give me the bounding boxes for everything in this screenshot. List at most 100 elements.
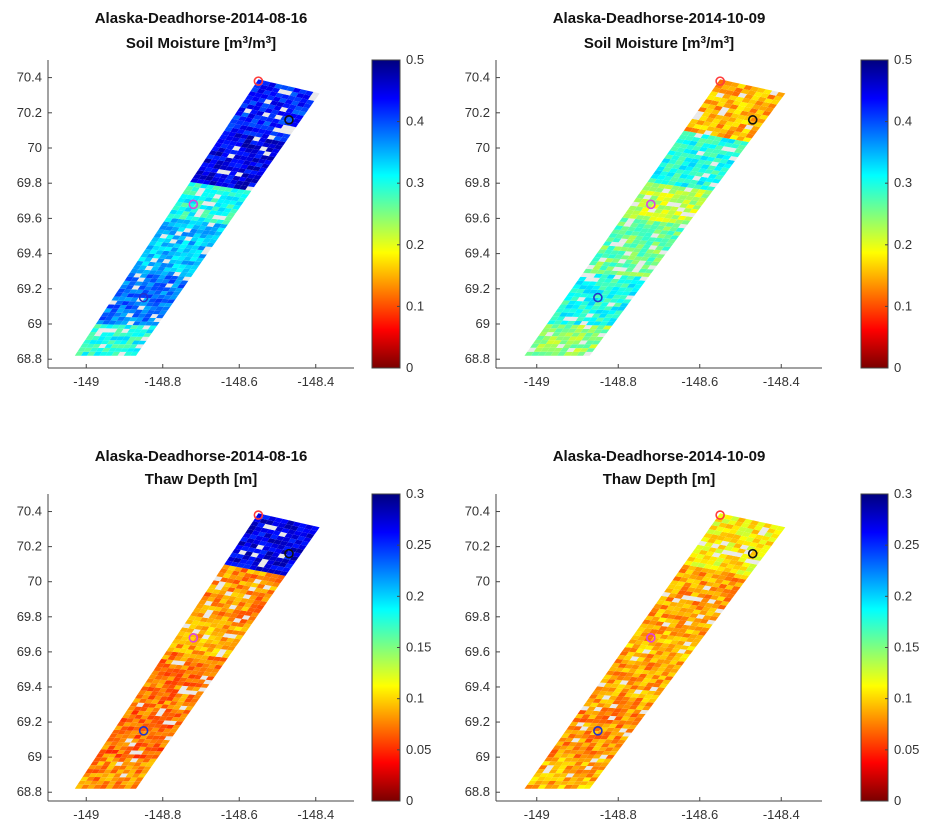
colorbar-tick-label: 0.3 bbox=[894, 175, 912, 190]
y-tick-label: 70 bbox=[28, 140, 42, 155]
y-tick-label: 70.4 bbox=[17, 504, 42, 519]
colorbar-tick-label: 0.4 bbox=[894, 114, 912, 129]
y-tick-label: 70.2 bbox=[465, 105, 490, 120]
y-tick-label: 69.4 bbox=[465, 679, 490, 694]
site-marker bbox=[188, 199, 199, 210]
panel-title: Alaska-Deadhorse-2014-10-09 bbox=[553, 10, 766, 27]
map-panel-2: Alaska-Deadhorse-2014-10-09 Soil Moisture… bbox=[465, 10, 912, 389]
colorbar-tick-label: 0.5 bbox=[894, 52, 912, 67]
x-tick-label: -148.8 bbox=[144, 374, 181, 389]
colorbar-tick-label: 0.1 bbox=[894, 298, 912, 313]
y-tick-label: 69.4 bbox=[465, 246, 490, 261]
colorbar-tick-label: 0.2 bbox=[406, 237, 424, 252]
colorbar-tick-label: 0.2 bbox=[894, 237, 912, 252]
y-tick-label: 69.8 bbox=[17, 175, 42, 190]
y-tick-label: 69.6 bbox=[465, 644, 490, 659]
y-tick-label: 69.4 bbox=[17, 246, 42, 261]
x-tick-label: -148.8 bbox=[144, 807, 181, 822]
y-tick-label: 69.6 bbox=[465, 210, 490, 225]
y-tick-label: 70.4 bbox=[17, 70, 42, 85]
swath-raster bbox=[524, 513, 786, 789]
y-tick-label: 69 bbox=[476, 316, 490, 331]
site-marker bbox=[646, 199, 656, 210]
colorbar-tick-label: 0.3 bbox=[406, 486, 424, 501]
swath-raster bbox=[74, 79, 320, 356]
colorbar-tick-label: 0.15 bbox=[406, 640, 431, 655]
colorbar-tick-label: 0.5 bbox=[406, 52, 424, 67]
colorbar-tick-label: 0.2 bbox=[894, 588, 912, 603]
y-tick-label: 70 bbox=[28, 574, 42, 589]
x-tick-label: -148.4 bbox=[297, 807, 334, 822]
y-tick-label: 68.8 bbox=[465, 784, 490, 799]
y-tick-label: 70.4 bbox=[465, 70, 490, 85]
y-tick-label: 68.8 bbox=[465, 351, 490, 366]
colorbar-tick-label: 0.15 bbox=[894, 640, 919, 655]
y-tick-label: 70.4 bbox=[465, 504, 490, 519]
x-tick-label: -148.8 bbox=[600, 374, 637, 389]
colorbar-tick-label: 0.1 bbox=[894, 691, 912, 706]
y-tick-label: 69.2 bbox=[17, 714, 42, 729]
panel-subtitle: Thaw Depth [m] bbox=[145, 471, 258, 488]
panel-subtitle: Soil Moisture [m3/m3] bbox=[126, 35, 276, 53]
y-tick-label: 69 bbox=[28, 316, 42, 331]
site-marker bbox=[593, 726, 603, 736]
site-marker bbox=[747, 548, 758, 559]
y-tick-label: 69.2 bbox=[465, 281, 490, 296]
y-tick-label: 69.8 bbox=[465, 175, 490, 190]
y-tick-label: 70 bbox=[476, 140, 490, 155]
x-tick-label: -148.6 bbox=[221, 807, 258, 822]
colorbar-tick-label: 0 bbox=[406, 793, 413, 808]
colorbar-tick-label: 0.2 bbox=[406, 588, 424, 603]
colorbar bbox=[371, 59, 401, 369]
colorbar-tick-label: 0.3 bbox=[894, 486, 912, 501]
site-marker bbox=[188, 633, 199, 643]
y-tick-label: 70 bbox=[476, 574, 490, 589]
y-tick-label: 69.6 bbox=[17, 644, 42, 659]
site-marker bbox=[593, 292, 603, 303]
y-tick-label: 69.4 bbox=[17, 679, 42, 694]
x-tick-label: -149 bbox=[73, 374, 99, 389]
swath-raster bbox=[524, 79, 786, 356]
site-marker bbox=[646, 633, 656, 643]
x-tick-label: -149 bbox=[73, 807, 99, 822]
panel-subtitle: Thaw Depth [m] bbox=[603, 471, 716, 488]
site-marker bbox=[715, 510, 725, 520]
map-panel-1: Alaska-Deadhorse-2014-08-16 Soil Moisture… bbox=[17, 10, 424, 389]
colorbar-tick-label: 0.1 bbox=[406, 691, 424, 706]
colorbar-tick-label: 0.05 bbox=[894, 742, 919, 757]
colorbar-tick-label: 0.4 bbox=[406, 114, 424, 129]
colorbar bbox=[860, 493, 889, 802]
map-panel-3: Alaska-Deadhorse-2014-08-16 Thaw Depth [m… bbox=[17, 448, 432, 822]
colorbar bbox=[371, 493, 401, 802]
y-tick-label: 69.2 bbox=[17, 281, 42, 296]
colorbar-tick-label: 0 bbox=[894, 793, 901, 808]
x-tick-label: -148.6 bbox=[681, 374, 718, 389]
colorbar-tick-label: 0.05 bbox=[406, 742, 431, 757]
y-tick-label: 69.2 bbox=[465, 714, 490, 729]
colorbar-tick-label: 0 bbox=[406, 360, 413, 375]
x-tick-label: -148.4 bbox=[297, 374, 334, 389]
x-tick-label: -148.6 bbox=[681, 807, 718, 822]
panel-subtitle: Soil Moisture [m3/m3] bbox=[584, 35, 734, 53]
y-tick-label: 68.8 bbox=[17, 784, 42, 799]
y-tick-label: 69.8 bbox=[17, 609, 42, 624]
y-tick-label: 70.2 bbox=[17, 105, 42, 120]
x-tick-label: -148.4 bbox=[763, 807, 800, 822]
y-tick-label: 69.6 bbox=[17, 210, 42, 225]
site-marker bbox=[253, 76, 264, 86]
swath-raster bbox=[74, 513, 320, 789]
y-tick-label: 68.8 bbox=[17, 351, 42, 366]
x-tick-label: -148.6 bbox=[221, 374, 258, 389]
colorbar bbox=[860, 59, 889, 369]
y-tick-label: 70.2 bbox=[465, 539, 490, 554]
colorbar-tick-label: 0.25 bbox=[406, 537, 431, 552]
colorbar-tick-label: 0 bbox=[894, 360, 901, 375]
colorbar-tick-label: 0.3 bbox=[406, 175, 424, 190]
site-marker bbox=[747, 115, 758, 125]
x-tick-label: -148.8 bbox=[600, 807, 637, 822]
x-tick-label: -148.4 bbox=[763, 374, 800, 389]
site-marker bbox=[284, 548, 294, 559]
y-tick-label: 69.8 bbox=[465, 609, 490, 624]
site-marker bbox=[138, 292, 149, 303]
